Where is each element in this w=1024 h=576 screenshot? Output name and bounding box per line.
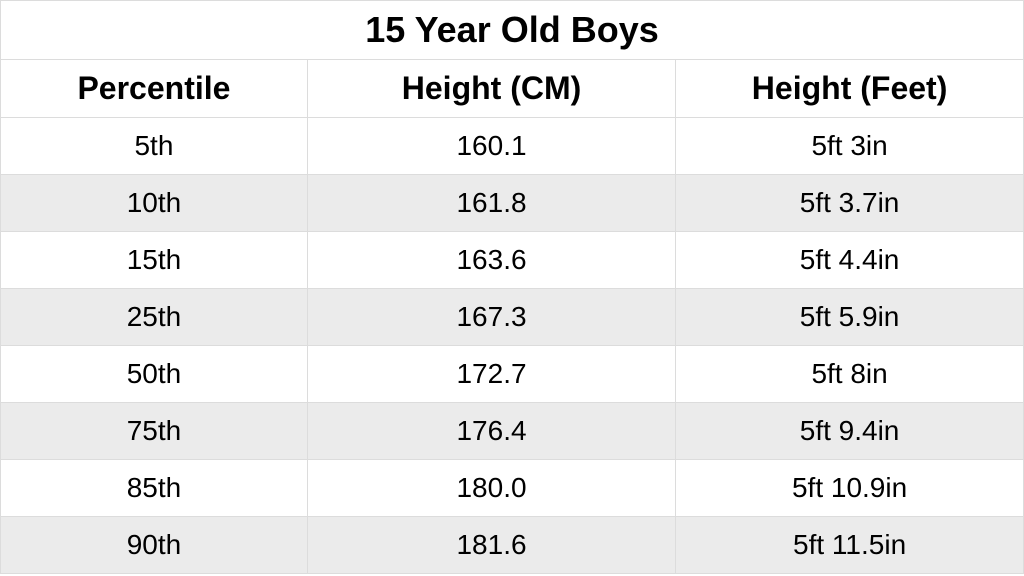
cell-height-cm: 167.3 [307, 289, 675, 346]
table-row: 15th 163.6 5ft 4.4in [1, 232, 1024, 289]
data-table: 15 Year Old Boys Percentile Height (CM) … [0, 0, 1024, 574]
cell-height-cm: 176.4 [307, 403, 675, 460]
cell-percentile: 25th [1, 289, 308, 346]
cell-percentile: 75th [1, 403, 308, 460]
table-row: 10th 161.8 5ft 3.7in [1, 175, 1024, 232]
cell-percentile: 15th [1, 232, 308, 289]
table-row: 25th 167.3 5ft 5.9in [1, 289, 1024, 346]
cell-height-feet: 5ft 3in [676, 118, 1024, 175]
cell-percentile: 50th [1, 346, 308, 403]
cell-height-feet: 5ft 4.4in [676, 232, 1024, 289]
cell-height-cm: 163.6 [307, 232, 675, 289]
table-title: 15 Year Old Boys [1, 1, 1024, 60]
table-title-row: 15 Year Old Boys [1, 1, 1024, 60]
cell-percentile: 5th [1, 118, 308, 175]
table-row: 50th 172.7 5ft 8in [1, 346, 1024, 403]
table-row: 90th 181.6 5ft 11.5in [1, 517, 1024, 574]
cell-percentile: 85th [1, 460, 308, 517]
cell-percentile: 10th [1, 175, 308, 232]
table-row: 75th 176.4 5ft 9.4in [1, 403, 1024, 460]
table-row: 5th 160.1 5ft 3in [1, 118, 1024, 175]
height-percentile-table: 15 Year Old Boys Percentile Height (CM) … [0, 0, 1024, 576]
table-row: 85th 180.0 5ft 10.9in [1, 460, 1024, 517]
cell-height-cm: 160.1 [307, 118, 675, 175]
cell-height-feet: 5ft 11.5in [676, 517, 1024, 574]
cell-height-feet: 5ft 5.9in [676, 289, 1024, 346]
column-header-height-feet: Height (Feet) [676, 60, 1024, 118]
cell-height-cm: 172.7 [307, 346, 675, 403]
cell-height-feet: 5ft 8in [676, 346, 1024, 403]
cell-height-cm: 181.6 [307, 517, 675, 574]
column-header-percentile: Percentile [1, 60, 308, 118]
table-header-row: Percentile Height (CM) Height (Feet) [1, 60, 1024, 118]
cell-percentile: 90th [1, 517, 308, 574]
cell-height-feet: 5ft 9.4in [676, 403, 1024, 460]
cell-height-cm: 180.0 [307, 460, 675, 517]
cell-height-cm: 161.8 [307, 175, 675, 232]
cell-height-feet: 5ft 10.9in [676, 460, 1024, 517]
cell-height-feet: 5ft 3.7in [676, 175, 1024, 232]
column-header-height-cm: Height (CM) [307, 60, 675, 118]
